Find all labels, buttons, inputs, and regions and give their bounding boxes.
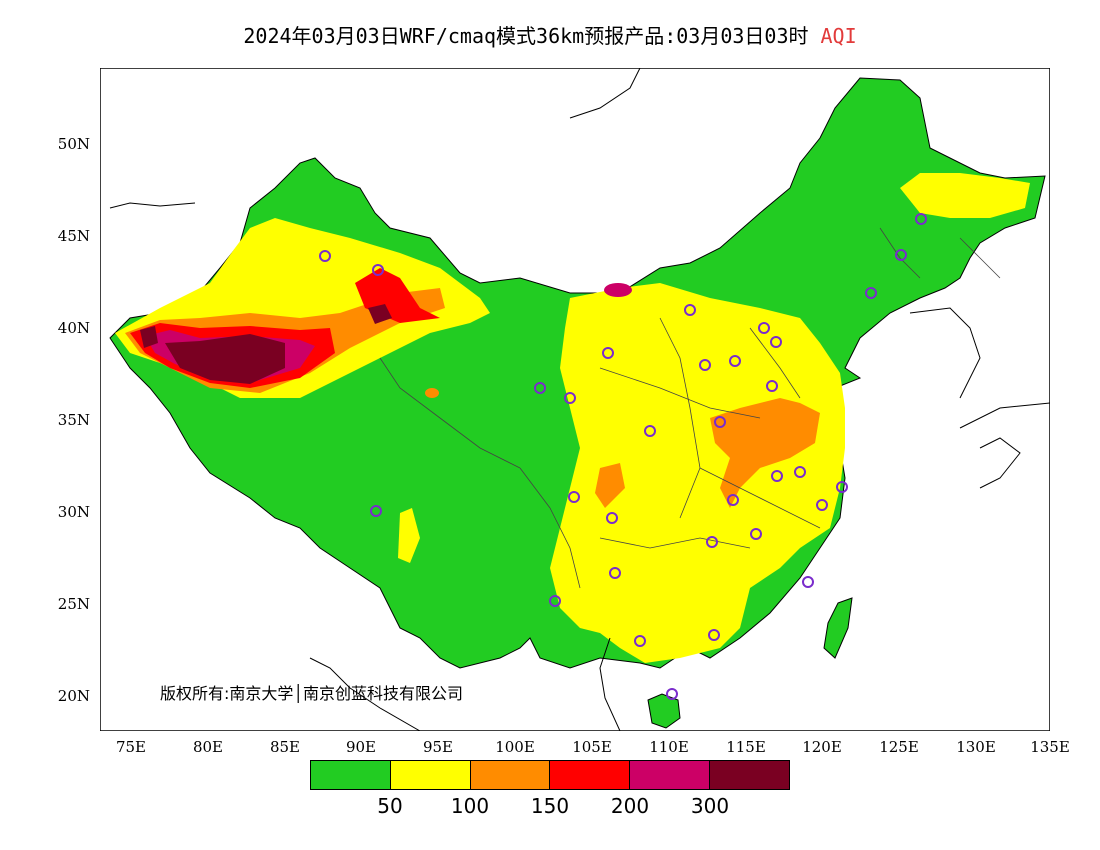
map-title: 2024年03月03日WRF/cmaq模式36km预报产品:03月03日03时 A… <box>0 20 1100 49</box>
lon-label-85e: 85E <box>269 738 301 756</box>
legend-value-100: 100 <box>450 794 490 818</box>
legend-swatch-very-unhealthy <box>630 761 711 789</box>
aqi-zone-usg-east <box>710 398 820 508</box>
lat-label-30n: 30N <box>57 503 90 521</box>
lon-label-135e: 135E <box>1030 738 1070 756</box>
aqi-zone-moderate-northeast <box>900 173 1030 218</box>
lat-label-45n: 45N <box>57 227 90 245</box>
aqi-hotspot-qinghai <box>425 388 439 398</box>
lon-label-115e: 115E <box>726 738 766 756</box>
aqi-zone-hazardous <box>165 334 285 384</box>
hainan-island <box>647 693 681 729</box>
lat-label-25n: 25N <box>57 595 90 613</box>
lon-label-120e: 120E <box>802 738 842 756</box>
station-markers <box>319 213 927 700</box>
neighbor-coastlines <box>109 68 1050 731</box>
lat-label-20n: 20N <box>57 687 90 705</box>
lon-label-130e: 130E <box>956 738 996 756</box>
lon-label-80e: 80E <box>192 738 224 756</box>
legend-swatch-moderate <box>390 761 471 789</box>
legend-swatch-unhealthy <box>550 761 631 789</box>
aqi-zone-hazardous-small <box>140 326 158 348</box>
lon-label-125e: 125E <box>879 738 919 756</box>
lon-label-105e: 105E <box>572 738 612 756</box>
title-variable: AQI <box>820 24 857 48</box>
aqi-zone-moderate-east <box>550 283 845 663</box>
copyright-text: 版权所有:南京大学│南京创蓝科技有限公司 <box>160 684 464 703</box>
lon-label-100e: 100E <box>495 738 535 756</box>
lat-label-35n: 35N <box>57 411 90 429</box>
aqi-zone-moderate-tibet <box>398 508 420 563</box>
lon-label-110e: 110E <box>649 738 689 756</box>
aqi-zone-hazardous-north <box>368 304 392 324</box>
aqi-legend <box>310 760 790 790</box>
taiwan-island <box>823 597 853 659</box>
aqi-zone-usg-sichuan <box>595 463 625 508</box>
aqi-hotspot-innermongolia <box>604 283 632 297</box>
legend-value-150: 150 <box>530 794 570 818</box>
legend-swatch-good <box>311 761 391 789</box>
lon-label-90e: 90E <box>345 738 377 756</box>
province-borders <box>379 227 1001 589</box>
map-panel <box>100 68 1050 731</box>
lon-label-75e: 75E <box>115 738 147 756</box>
legend-swatch-hazardous <box>710 761 789 789</box>
title-main: 2024年03月03日WRF/cmaq模式36km预报产品:03月03日03时 <box>243 24 809 48</box>
lat-label-50n: 50N <box>57 135 90 153</box>
legend-value-300: 300 <box>690 794 730 818</box>
legend-value-50: 50 <box>377 794 403 818</box>
aqi-map <box>100 68 1050 731</box>
legend-value-200: 200 <box>610 794 650 818</box>
lon-label-95e: 95E <box>422 738 454 756</box>
lat-label-40n: 40N <box>57 319 90 337</box>
legend-swatch-usg <box>470 761 551 789</box>
